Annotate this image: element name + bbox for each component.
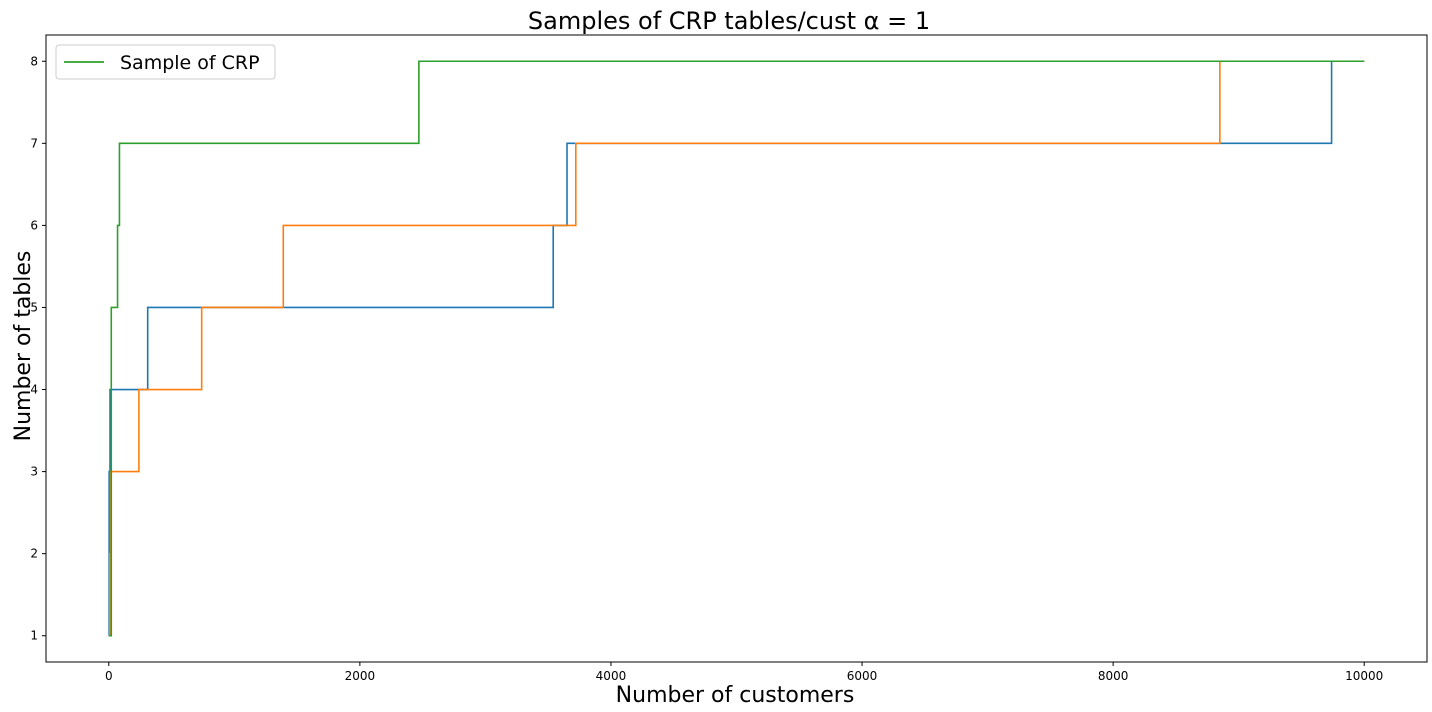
y-tick-label: 2 <box>30 547 38 561</box>
y-tick-label: 5 <box>30 300 38 314</box>
x-tick-label: 6000 <box>847 669 878 683</box>
x-axis-ticks: 0 2000 4000 6000 8000 10000 <box>105 662 1383 683</box>
x-tick-label: 8000 <box>1098 669 1129 683</box>
plot-area: 0 2000 4000 6000 8000 10000 1 2 3 4 5 6 7 8 <box>30 34 1428 683</box>
x-axis-label: Number of customers <box>616 683 855 708</box>
legend-label: Sample of CRP <box>120 52 260 74</box>
y-tick-label: 7 <box>30 136 38 150</box>
x-tick-label: 0 <box>105 669 113 683</box>
legend-box <box>55 44 276 80</box>
y-tick-label: 3 <box>30 465 38 479</box>
y-axis-ticks: 1 2 3 4 5 6 7 8 <box>30 54 46 643</box>
x-tick-label: 10000 <box>1345 669 1383 683</box>
y-axis-label: Number of tables <box>11 251 36 442</box>
x-tick-label: 4000 <box>596 669 627 683</box>
y-tick-label: 4 <box>30 383 38 397</box>
chart-title: Samples of CRP tables/cust α = 1 <box>528 7 930 35</box>
y-tick-label: 8 <box>30 54 38 68</box>
y-tick-label: 1 <box>30 629 38 643</box>
axes-frame <box>45 34 1428 663</box>
x-tick-label: 2000 <box>345 669 376 683</box>
y-tick-label: 6 <box>30 218 38 232</box>
legend: Sample of CRP <box>55 44 276 80</box>
series-line-2 <box>108 60 1365 637</box>
series-line-3 <box>108 60 1365 637</box>
series-layer <box>108 60 1365 637</box>
